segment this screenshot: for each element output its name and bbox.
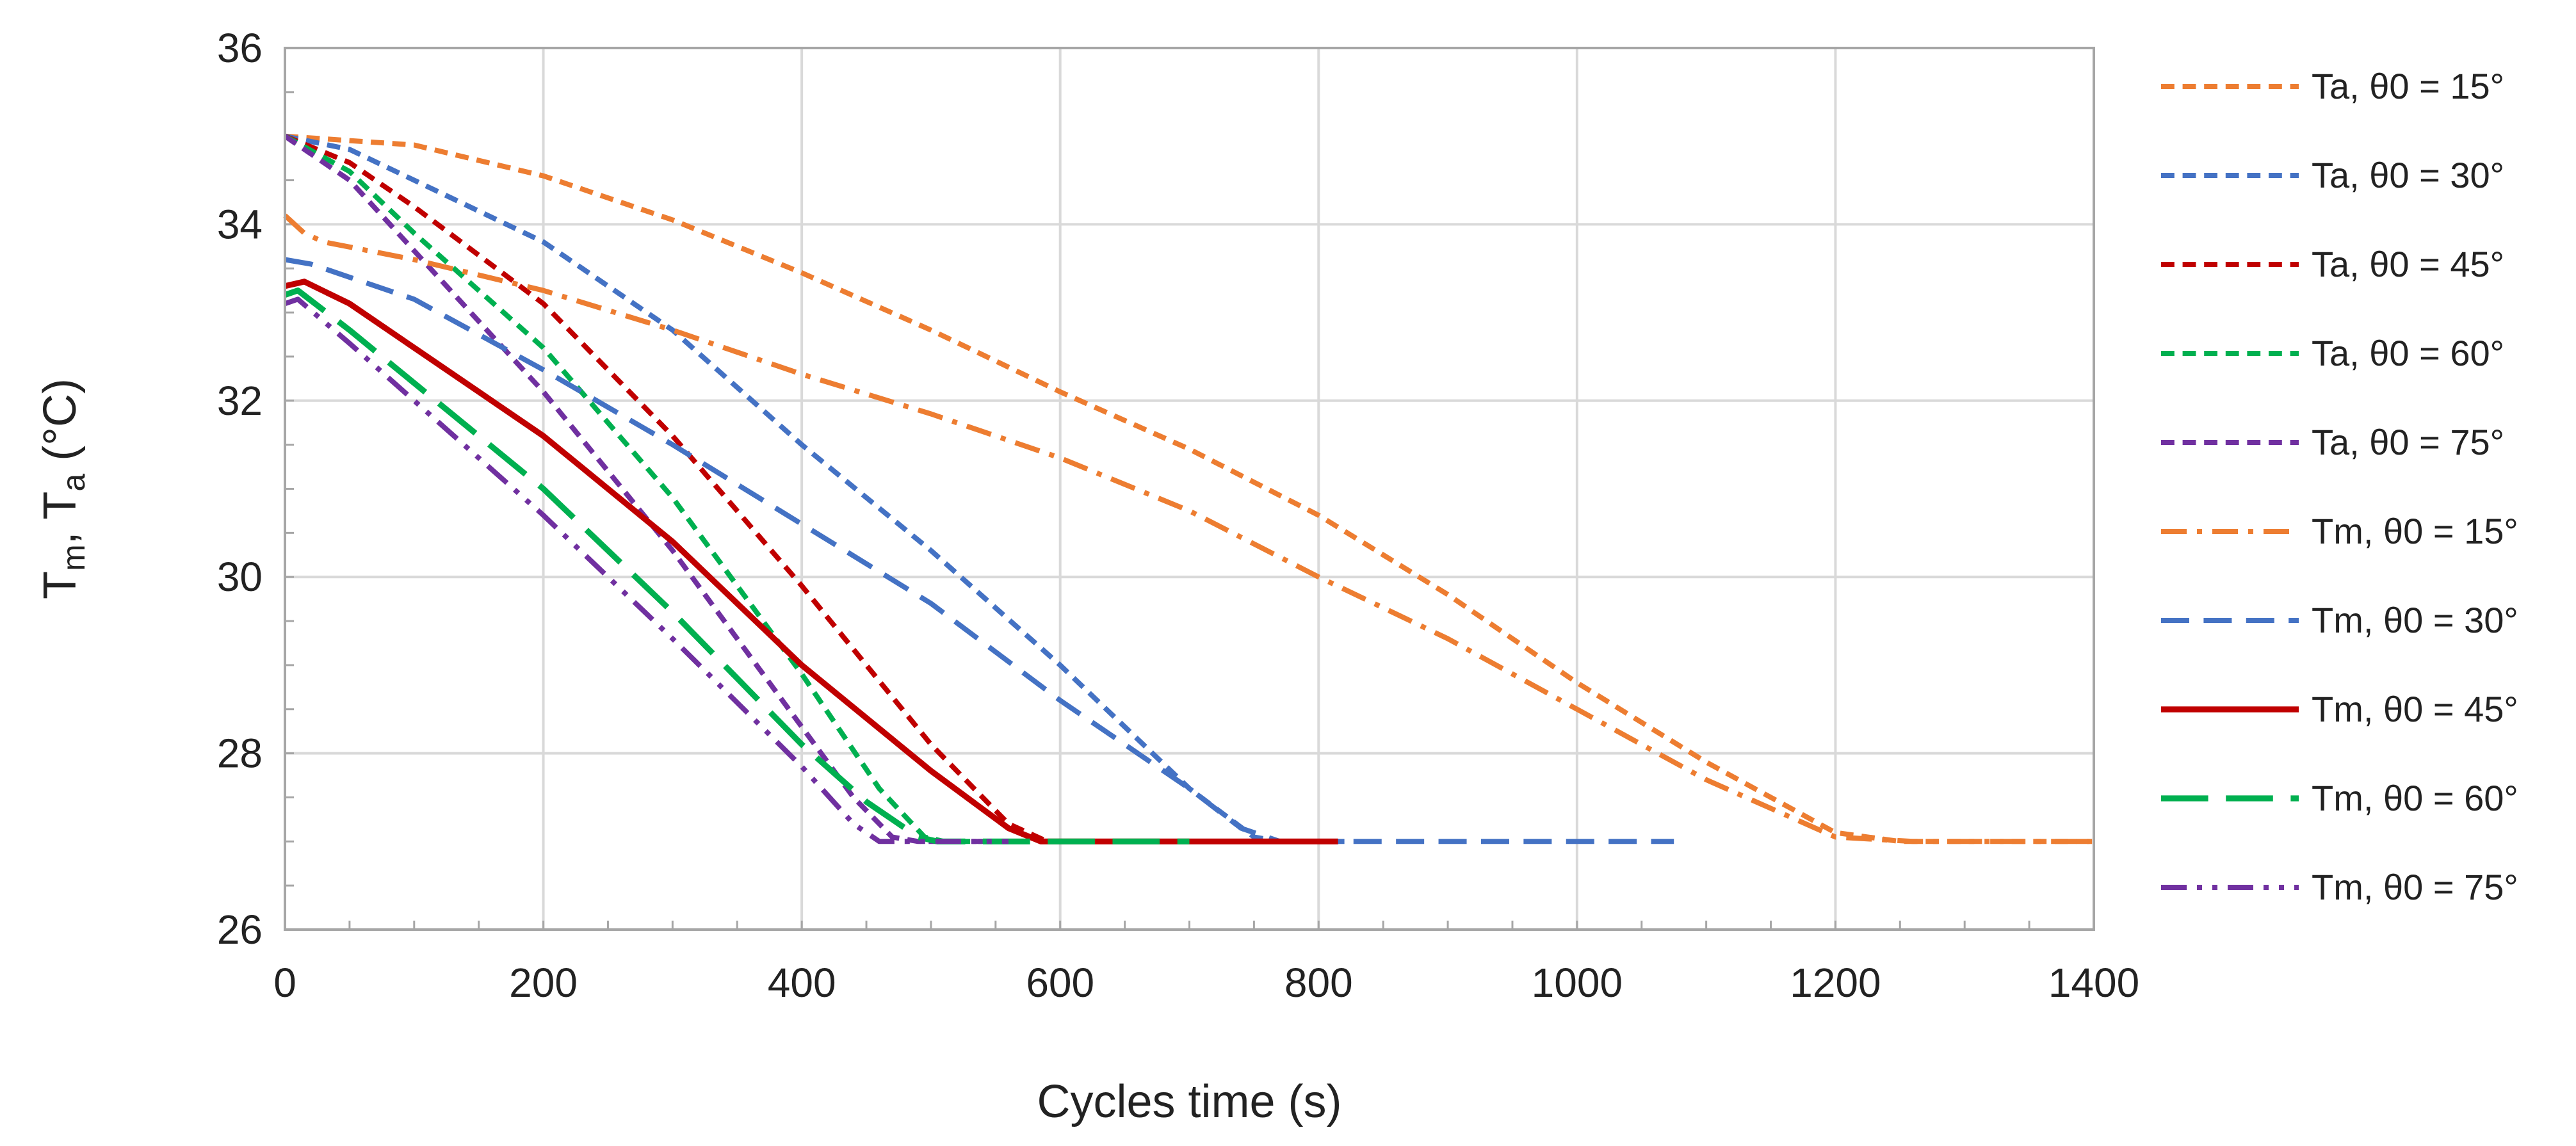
x-tick-label: 1200 bbox=[1790, 960, 1881, 1006]
legend-label-7: Tm, θ0 = 30° bbox=[2312, 600, 2518, 640]
y-axis-title: Tm, Ta (°C) bbox=[35, 378, 92, 599]
legend-label-1: Ta, θ0 = 15° bbox=[2312, 66, 2504, 106]
y-axis-title-base-1: T bbox=[35, 571, 86, 599]
y-tick-label: 34 bbox=[217, 201, 263, 247]
legend-label-10: Tm, θ0 = 75° bbox=[2312, 867, 2518, 907]
x-tick-label: 800 bbox=[1284, 960, 1353, 1006]
legend-label-9: Tm, θ0 = 60° bbox=[2312, 778, 2518, 818]
x-tick-label: 600 bbox=[1026, 960, 1094, 1006]
y-tick-label: 32 bbox=[217, 378, 263, 424]
y-axis-title-base-2: T bbox=[35, 492, 86, 520]
y-tick-label: 26 bbox=[217, 907, 263, 953]
y-axis-title-separator: , bbox=[35, 520, 86, 545]
series-line-9 bbox=[284, 287, 1190, 844]
x-tick-label: 0 bbox=[273, 960, 296, 1006]
series-line-7 bbox=[284, 257, 1674, 844]
series-line-4 bbox=[284, 134, 1009, 844]
series-line-6 bbox=[283, 213, 2094, 844]
x-tick-label: 1400 bbox=[2048, 960, 2139, 1006]
legend-label-8: Tm, θ0 = 45° bbox=[2312, 689, 2518, 729]
legend-label-2: Ta, θ0 = 30° bbox=[2312, 155, 2504, 195]
tick-labels: 0 200 400 600 800 1000 1200 1400 26 28 30 32 34 36 bbox=[217, 25, 2139, 1006]
series-line-5 bbox=[283, 134, 983, 844]
legend-label-5: Ta, θ0 = 75° bbox=[2312, 422, 2504, 462]
x-tick-label: 200 bbox=[509, 960, 578, 1006]
series-line-1 bbox=[284, 133, 2094, 844]
x-tick-label: 1000 bbox=[1532, 960, 1623, 1006]
series-lines bbox=[283, 133, 2094, 844]
y-axis-title-unit: (°C) bbox=[35, 378, 86, 474]
y-tick-label: 30 bbox=[217, 554, 263, 600]
legend: Ta, θ0 = 15° Ta, θ0 = 30° Ta, θ0 = 45° Ta, … bbox=[2161, 66, 2518, 907]
series-line-8 bbox=[284, 278, 1338, 844]
series-line-2 bbox=[284, 133, 1345, 844]
gridlines bbox=[284, 47, 2095, 931]
series-line-3 bbox=[284, 133, 1112, 844]
y-tick-label: 28 bbox=[217, 730, 263, 777]
y-axis-title-sub-2: a bbox=[56, 474, 92, 492]
x-tick-label: 400 bbox=[768, 960, 836, 1006]
y-axis-title-sub-1: m bbox=[56, 544, 92, 571]
x-axis-title: Cycles time (s) bbox=[1037, 1076, 1341, 1127]
legend-label-3: Ta, θ0 = 45° bbox=[2312, 244, 2504, 284]
legend-label-4: Ta, θ0 = 60° bbox=[2312, 333, 2504, 373]
plot-area-frame bbox=[284, 47, 2095, 931]
y-tick-label: 36 bbox=[217, 25, 263, 71]
legend-label-6: Tm, θ0 = 15° bbox=[2312, 511, 2518, 551]
